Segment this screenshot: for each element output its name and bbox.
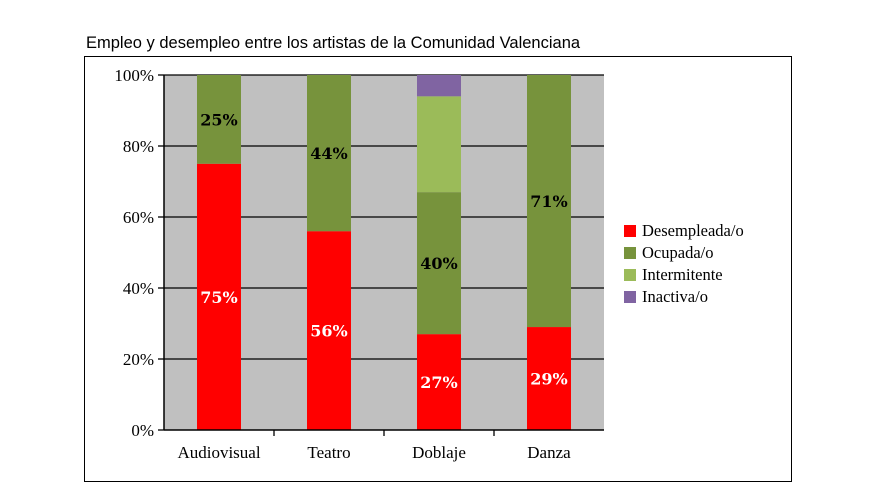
y-tick-label: 0% [131, 421, 154, 440]
y-tick-label: 100% [114, 66, 154, 85]
data-label: 75% [200, 288, 237, 307]
bar-segment-inactivao-doblaje [417, 75, 461, 97]
bar-segment-ocupadao-teatro [307, 75, 351, 232]
bar-segment-desempleadao-teatro [307, 231, 351, 430]
data-label: 40% [420, 254, 457, 273]
data-label: 71% [530, 192, 567, 211]
x-tick-label: Audiovisual [177, 443, 260, 462]
bar-segment-ocupadao-doblaje [417, 192, 461, 335]
bar-segment-desempleadao-audiovisual [197, 163, 241, 430]
bar-segment-ocupadao-danza [527, 75, 571, 328]
x-tick-label: Teatro [307, 443, 350, 462]
data-label: 44% [310, 144, 347, 163]
y-tick-label: 60% [123, 208, 154, 227]
legend-label: Desempleada/o [642, 221, 744, 240]
legend-label: Ocupada/o [642, 243, 713, 262]
legend-swatch [624, 291, 636, 303]
y-tick-label: 40% [123, 279, 154, 298]
legend-label: Inactiva/o [642, 287, 708, 306]
chart-frame [84, 56, 792, 482]
x-tick-label: Danza [527, 443, 571, 462]
bar-segment-desempleadao-danza [527, 327, 571, 430]
legend-swatch [624, 247, 636, 259]
bar-segment-desempleadao-doblaje [417, 334, 461, 430]
data-label: 27% [420, 373, 457, 392]
bar-segment-intermitente-doblaje [417, 96, 461, 193]
data-label: 56% [310, 322, 347, 341]
legend-swatch [624, 269, 636, 281]
y-tick-label: 80% [123, 137, 154, 156]
legend-label: Intermitente [642, 265, 723, 284]
bar-segment-ocupadao-audiovisual [197, 75, 241, 164]
data-label: 29% [530, 370, 567, 389]
x-tick-label: Doblaje [412, 443, 466, 462]
data-label: 25% [200, 110, 237, 129]
y-tick-label: 20% [123, 350, 154, 369]
legend-swatch [624, 225, 636, 237]
chart-title: Empleo y desempleo entre los artistas de… [86, 34, 581, 52]
